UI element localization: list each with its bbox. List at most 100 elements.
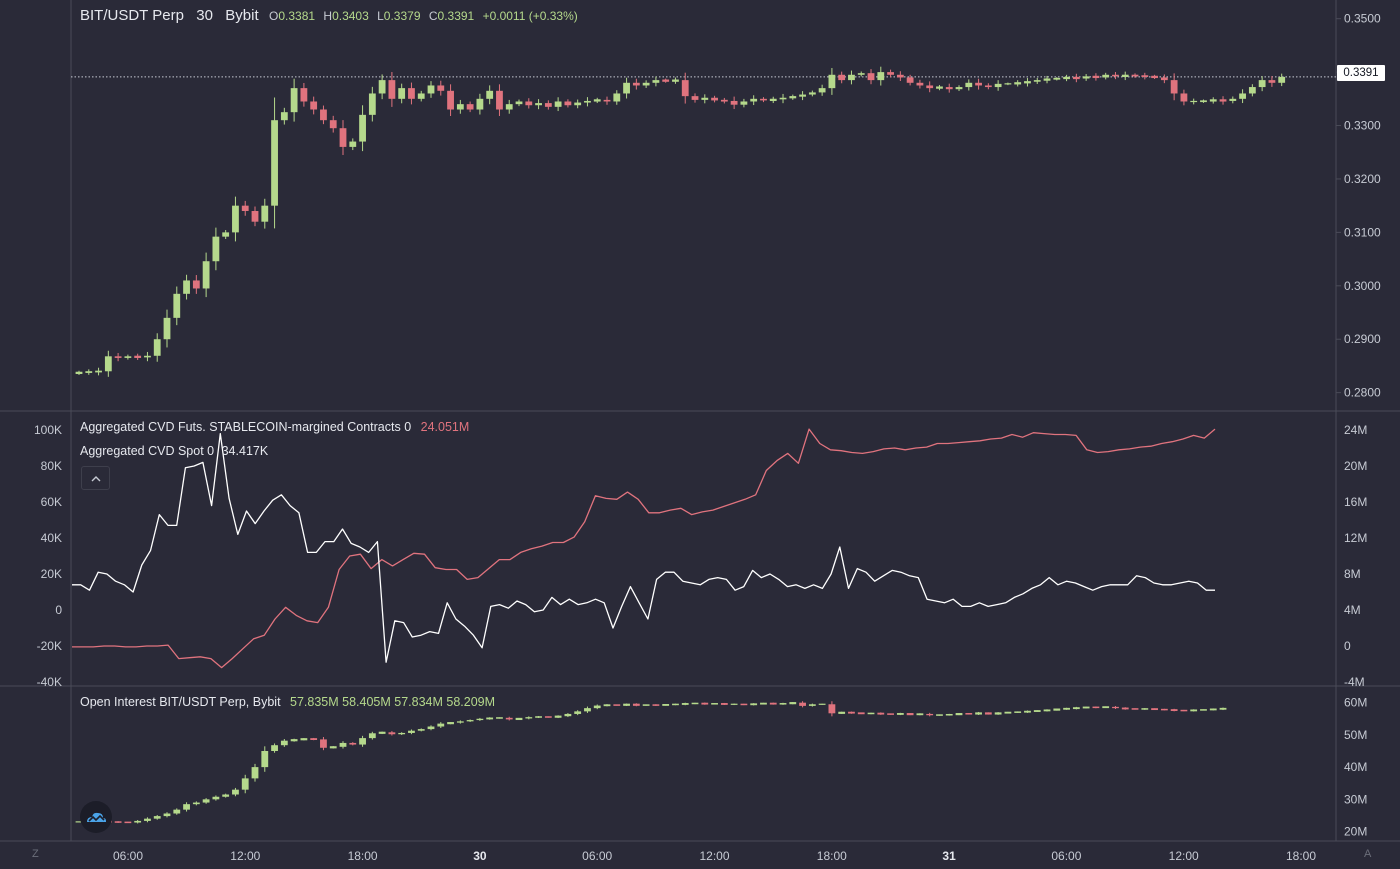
price-candle-body xyxy=(134,355,142,358)
price-candle xyxy=(848,70,855,85)
price-candle xyxy=(329,115,337,133)
price-candle-body xyxy=(447,90,454,110)
price-candle xyxy=(1131,73,1139,78)
close-value: 0.3391 xyxy=(437,9,475,23)
price-candle xyxy=(153,333,161,362)
oi-candle-body xyxy=(486,717,494,720)
price-candle-body xyxy=(1200,100,1207,103)
cvd-spot-tick-label: -40K xyxy=(37,675,62,689)
price-tick-label: 0.2900 xyxy=(1344,332,1381,346)
oi-candle-body xyxy=(984,712,992,715)
oi-candle-body xyxy=(1141,708,1149,710)
oi-tick-label: 60M xyxy=(1344,696,1367,710)
oi-candle-body xyxy=(1219,707,1227,710)
price-candle xyxy=(232,196,239,242)
oi-candle xyxy=(202,798,210,804)
price-candle-body xyxy=(339,128,347,147)
oi-legend[interactable]: Open Interest BIT/USDT Perp, Bybit 57.83… xyxy=(80,695,495,709)
price-candle xyxy=(183,274,190,300)
cvd-futs-tick-label: 0 xyxy=(1344,639,1351,653)
oi-candle-body xyxy=(535,716,542,718)
price-candle xyxy=(564,99,572,108)
cvd-futs-line xyxy=(72,428,1216,669)
collapse-legend-button[interactable] xyxy=(81,466,110,490)
oi-candle-body xyxy=(720,703,728,705)
price-candle xyxy=(818,84,826,96)
cvd-futs-tick-label: 16M xyxy=(1344,495,1367,509)
price-candle xyxy=(642,80,650,88)
oi-candle-body xyxy=(965,713,973,715)
price-candle-body xyxy=(544,103,552,107)
low-value: 0.3379 xyxy=(383,9,421,23)
oi-candle-body xyxy=(1170,709,1178,711)
oi-candle xyxy=(466,719,474,722)
symbol-header: BIT/USDT Perp 30 Bybit O0.3381 H0.3403 L… xyxy=(80,7,578,24)
price-candle-body xyxy=(505,104,513,110)
price-candle-body xyxy=(378,80,386,94)
price-candle xyxy=(613,90,621,105)
time-tick-label: 06:00 xyxy=(113,849,143,863)
price-candle xyxy=(838,71,846,84)
price-candle-body xyxy=(104,356,112,372)
corner-right-label[interactable]: A xyxy=(1364,848,1372,860)
symbol-name[interactable]: BIT/USDT Perp xyxy=(80,7,184,24)
price-candle-body xyxy=(359,114,366,142)
price-candle-body xyxy=(652,80,660,83)
oi-candle-body xyxy=(349,742,357,745)
price-candle xyxy=(359,105,366,152)
price-candle-body xyxy=(1258,80,1266,88)
oi-candle xyxy=(310,737,318,741)
price-candle xyxy=(896,71,904,82)
price-candle-body xyxy=(701,97,709,100)
cvd-spot-legend[interactable]: Aggregated CVD Spot 0 34.417K xyxy=(80,444,268,458)
price-candle xyxy=(1209,97,1217,104)
oi-candle-body xyxy=(398,732,406,735)
oi-candle-body xyxy=(672,703,679,706)
oi-candle-body xyxy=(994,712,1002,715)
oi-candle xyxy=(222,793,230,798)
oi-candle xyxy=(1112,706,1119,709)
oi-candle-body xyxy=(975,712,982,715)
price-candle xyxy=(554,97,562,112)
price-candle xyxy=(388,72,396,107)
price-candle-body xyxy=(320,109,327,121)
cvd-futs-tick-label: 8M xyxy=(1344,567,1361,581)
cvd-futs-tick-label: -4M xyxy=(1344,675,1365,689)
oi-candle xyxy=(339,741,347,749)
oi-candle xyxy=(1004,711,1012,714)
cvd-futs-legend[interactable]: Aggregated CVD Futs. STABLECOIN-margined… xyxy=(80,420,469,434)
oi-candle-body xyxy=(417,729,425,731)
tradingview-logo[interactable] xyxy=(80,801,112,833)
price-candle-body xyxy=(232,205,239,233)
corner-left-label[interactable]: Z xyxy=(32,848,39,860)
oi-candle-body xyxy=(232,789,239,795)
price-candle-body xyxy=(417,93,425,99)
interval-label[interactable]: 30 xyxy=(196,7,213,24)
price-candle xyxy=(1082,74,1090,81)
oi-candle-body xyxy=(848,711,855,714)
oi-candle xyxy=(1200,709,1207,711)
oi-candle-body xyxy=(711,703,718,705)
price-candle-body xyxy=(955,87,963,90)
price-candle xyxy=(877,66,885,86)
price-candle-body xyxy=(466,104,474,110)
price-candle-body xyxy=(261,205,269,222)
price-candle xyxy=(593,97,601,104)
price-candle xyxy=(799,91,806,101)
oi-candle xyxy=(417,728,425,732)
cvd-spot-label: Aggregated CVD Spot 0 xyxy=(80,444,215,458)
cloud-logo-icon xyxy=(87,812,106,822)
oi-candle-body xyxy=(290,739,298,742)
time-tick-label: 12:00 xyxy=(1169,849,1199,863)
price-candle xyxy=(681,72,689,104)
oi-candle xyxy=(672,703,679,706)
oi-candle xyxy=(662,704,670,706)
oi-candle-body xyxy=(437,723,445,727)
price-candle xyxy=(476,93,484,115)
time-tick-label: 18:00 xyxy=(1286,849,1316,863)
price-candle-body xyxy=(975,82,982,86)
oi-candle-body xyxy=(1112,706,1119,709)
price-candle xyxy=(144,351,151,362)
price-candle xyxy=(1278,73,1286,87)
price-candle-body xyxy=(427,85,435,94)
